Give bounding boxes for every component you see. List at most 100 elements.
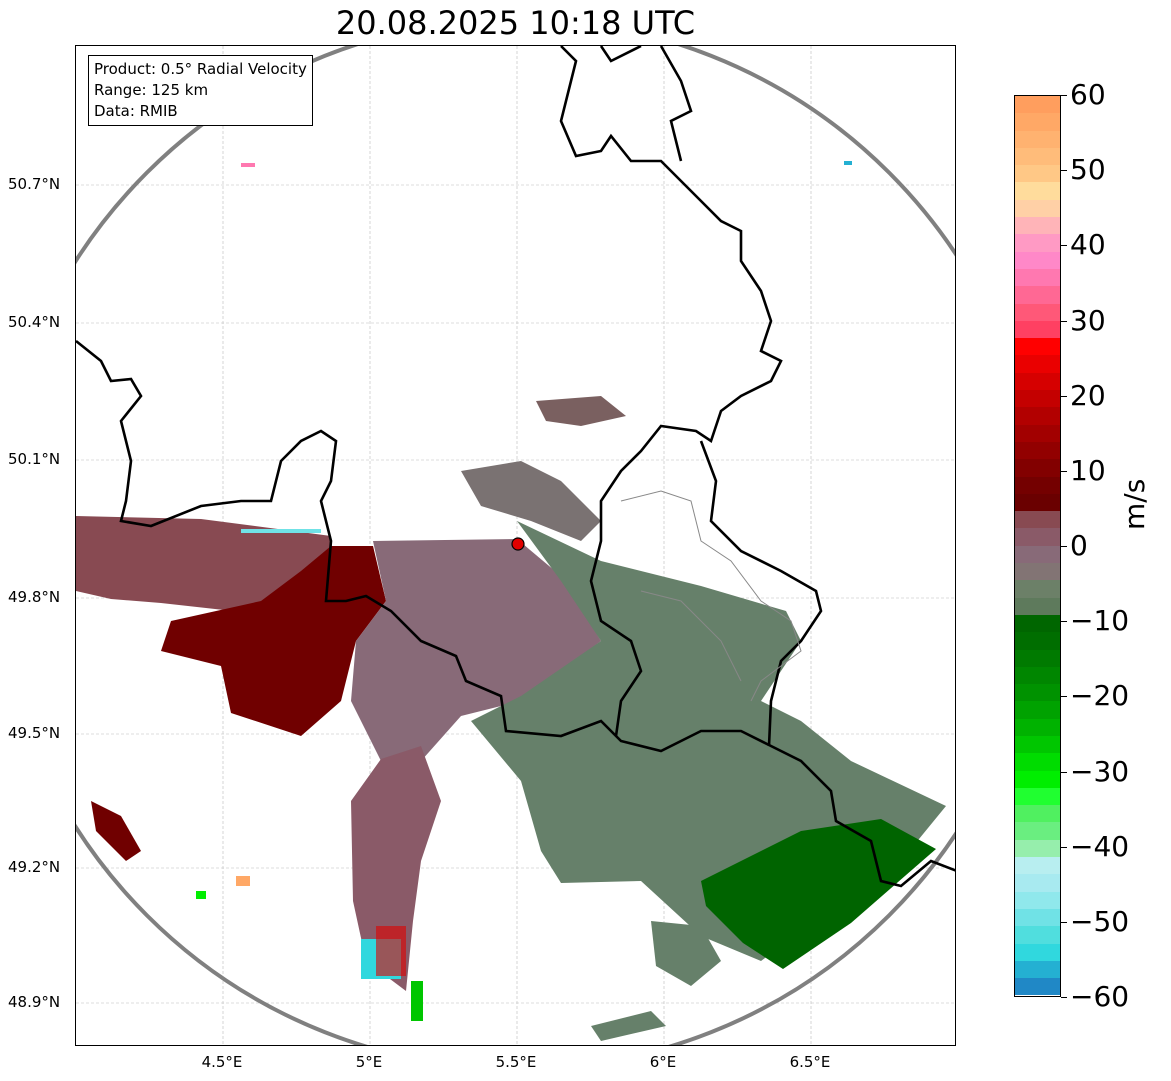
colorbar-tick-mark: [1061, 170, 1067, 172]
echo-south-tongue: [351, 746, 441, 991]
colorbar-tick-mark: [1061, 546, 1067, 547]
colorbar-band: [1015, 441, 1060, 460]
echo-west-brown: [76, 516, 336, 613]
colorbar-band: [1015, 217, 1060, 235]
colorbar-band: [1015, 372, 1060, 391]
colorbar-band: [1015, 701, 1060, 719]
colorbar-band: [1015, 355, 1060, 373]
colorbar-band: [1015, 666, 1060, 685]
colorbar-tick-mark: [1061, 771, 1067, 773]
colorbar-band: [1015, 199, 1060, 218]
colorbar-band: [1015, 839, 1060, 858]
colorbar-band: [1015, 528, 1060, 546]
colorbar-band: [1015, 649, 1060, 667]
colorbar-tick-mark: [1061, 846, 1067, 848]
colorbar-band: [1015, 597, 1060, 615]
colorbar-band: [1015, 770, 1060, 788]
colorbar-band: [1015, 234, 1060, 252]
colorbar-tick-mark: [1061, 921, 1067, 923]
colorbar-band: [1015, 857, 1060, 875]
colorbar-band: [1015, 511, 1060, 529]
colorbar-band: [1015, 407, 1060, 425]
colorbar-tick-mark: [1061, 997, 1067, 998]
colorbar-band: [1015, 338, 1060, 356]
lat-tick: 49.2°N: [8, 858, 61, 876]
colorbar-band: [1015, 684, 1060, 702]
colorbar-band: [1015, 563, 1060, 581]
radar-site-marker: [511, 537, 525, 551]
colorbar-band: [1015, 891, 1060, 909]
map-canvas: [76, 46, 955, 1045]
map-title: 20.08.2025 10:18 UTC: [335, 4, 696, 42]
colorbar-tick-mark: [1061, 470, 1067, 472]
colorbar-label: m/s: [1118, 478, 1151, 530]
colorbar-tick-label: 50: [1070, 153, 1106, 187]
colorbar-tick-label: 0: [1070, 529, 1088, 562]
echo-north-patch: [536, 396, 626, 426]
echo-south-patch: [651, 921, 721, 986]
lat-tick: 50.4°N: [8, 313, 61, 331]
colorbar-band: [1015, 718, 1060, 736]
velocity-echoes: [76, 161, 946, 1041]
echo-outbound-darkgreen: [701, 819, 936, 969]
colorbar-tick-label: −60: [1070, 980, 1130, 1013]
colorbar-band: [1015, 614, 1060, 633]
echo-south-patch2: [591, 1011, 666, 1041]
colorbar-tick-mark: [1061, 320, 1067, 322]
colorbar-band: [1015, 268, 1060, 287]
colorbar-tick-label: −50: [1070, 904, 1130, 938]
echo-north-clutter: [461, 461, 601, 541]
radar-map[interactable]: [75, 45, 956, 1046]
colorbar-band: [1015, 459, 1060, 477]
lon-tick: 6°E: [649, 1053, 677, 1071]
lat-tick: 49.8°N: [8, 588, 61, 606]
product-info-box: Product: 0.5° Radial Velocity Range: 125…: [88, 55, 313, 126]
colorbar-band: [1015, 787, 1060, 806]
lon-tick: 6.5°E: [789, 1053, 831, 1071]
colorbar-band: [1015, 735, 1060, 754]
colorbar-band: [1015, 320, 1060, 339]
colorbar-band: [1015, 874, 1060, 892]
colorbar-band: [1015, 286, 1060, 304]
lat-tick: 50.7°N: [8, 175, 61, 193]
colorbar-band: [1015, 978, 1060, 996]
colorbar-band: [1015, 147, 1060, 166]
range-label: Range: 125 km: [94, 81, 209, 99]
colorbar-band: [1015, 113, 1060, 131]
colorbar-band: [1015, 753, 1060, 771]
colorbar-tick-label: 40: [1070, 228, 1106, 262]
colorbar-tick-label: −30: [1070, 754, 1130, 788]
colorbar-tick-label: −20: [1070, 679, 1130, 713]
colorbar-tick-label: 60: [1070, 78, 1106, 111]
colorbar-tick-label: 30: [1070, 303, 1106, 337]
colorbar-band: [1015, 822, 1060, 840]
colorbar-band: [1015, 424, 1060, 442]
country-borders: [76, 46, 955, 888]
colorbar-band: [1015, 960, 1060, 979]
echo-center-mauve: [351, 539, 601, 761]
colorbar-tick-mark: [1061, 245, 1067, 247]
data-source-label: Data: RMIB: [94, 102, 178, 120]
lat-tick: 48.9°N: [8, 993, 61, 1011]
colorbar-tick-label: 20: [1070, 378, 1106, 412]
colorbar-band: [1015, 390, 1060, 408]
colorbar-band: [1015, 580, 1060, 598]
colorbar-band: [1015, 182, 1060, 200]
colorbar-band: [1015, 476, 1060, 494]
lon-tick: 5.5°E: [495, 1053, 537, 1071]
lat-tick: 49.5°N: [8, 724, 61, 742]
echo-sw-clutter: [91, 801, 141, 861]
colorbar-band: [1015, 805, 1060, 823]
colorbar-band: [1015, 251, 1060, 269]
colorbar-tick-mark: [1061, 395, 1067, 397]
colorbar-band: [1015, 96, 1060, 114]
district-borders: [620, 490, 802, 702]
echo-inbound-darkred: [161, 546, 386, 736]
colorbar-band: [1015, 130, 1060, 148]
colorbar-band: [1015, 165, 1060, 183]
colorbar-band: [1015, 493, 1060, 512]
lon-tick: 4.5°E: [201, 1053, 243, 1071]
lat-tick: 50.1°N: [8, 450, 61, 468]
colorbar-tick-mark: [1061, 95, 1067, 96]
colorbar-tick-label: 10: [1070, 453, 1106, 487]
